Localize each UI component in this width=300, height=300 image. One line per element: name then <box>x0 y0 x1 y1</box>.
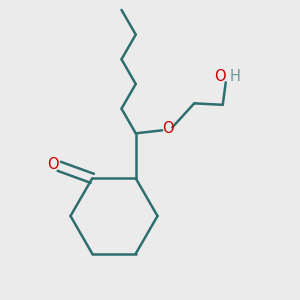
Text: O: O <box>162 121 174 136</box>
Text: O: O <box>47 157 58 172</box>
Text: O: O <box>214 69 226 84</box>
Text: H: H <box>230 69 241 84</box>
